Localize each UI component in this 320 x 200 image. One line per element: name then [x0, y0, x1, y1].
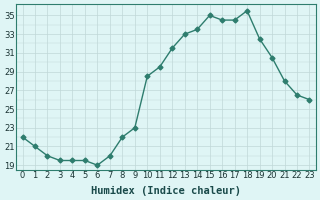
X-axis label: Humidex (Indice chaleur): Humidex (Indice chaleur)	[91, 186, 241, 196]
